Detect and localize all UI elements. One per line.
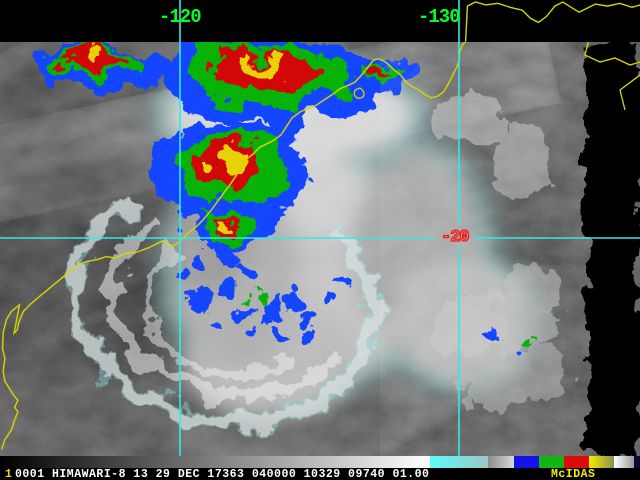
svg-text:-20: -20 [441, 228, 469, 247]
svg-text:McIDAS: McIDAS [551, 468, 595, 480]
svg-text:-120: -120 [159, 6, 201, 28]
svg-text:1: 1 [5, 468, 12, 480]
svg-text:-130: -130 [418, 6, 460, 28]
svg-text:0001 HIMAWARI-8 13 29 DEC 17: 0001 HIMAWARI-8 13 29 DEC 17363 040000 1… [15, 468, 429, 480]
